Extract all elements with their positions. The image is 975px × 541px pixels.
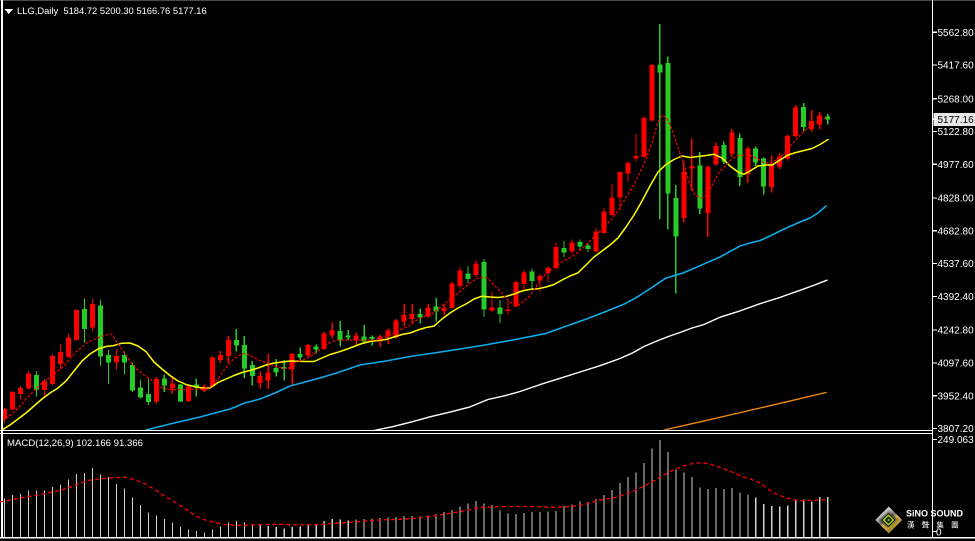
svg-text:5122.80: 5122.80: [938, 127, 975, 138]
svg-text:249.063: 249.063: [938, 435, 975, 446]
svg-text:MACD(12,26,9) 102.166 91.366: MACD(12,26,9) 102.166 91.366: [7, 438, 143, 449]
svg-text:3807.20: 3807.20: [938, 424, 975, 435]
svg-text:4097.60: 4097.60: [938, 359, 975, 370]
svg-text:漢聲集團: 漢聲集團: [907, 520, 966, 530]
svg-text:3952.40: 3952.40: [938, 391, 975, 402]
svg-text:4828.00: 4828.00: [938, 194, 975, 205]
svg-text:LLG,Daily 5184.72 5200.30 516: LLG,Daily 5184.72 5200.30 5166.76 5177.1…: [17, 5, 207, 16]
svg-text:5177.16: 5177.16: [938, 115, 975, 126]
svg-text:5562.80: 5562.80: [938, 28, 975, 39]
svg-text:4392.40: 4392.40: [938, 292, 975, 303]
svg-text:4977.60: 4977.60: [938, 160, 975, 171]
svg-text:4537.60: 4537.60: [938, 259, 975, 270]
svg-text:4682.80: 4682.80: [938, 226, 975, 237]
svg-text:0: 0: [936, 527, 942, 538]
svg-text:5268.00: 5268.00: [938, 94, 975, 105]
svg-text:5417.60: 5417.60: [938, 61, 975, 72]
svg-text:SiNO SOUND: SiNO SOUND: [906, 509, 964, 519]
svg-text:4242.80: 4242.80: [938, 326, 975, 337]
